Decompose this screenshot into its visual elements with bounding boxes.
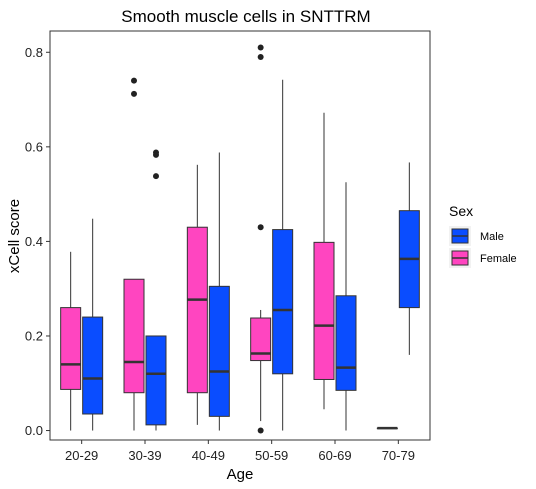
box-body xyxy=(145,335,167,426)
y-tick-label: 0.8 xyxy=(25,45,43,60)
outlier-point xyxy=(257,44,264,51)
box-body xyxy=(335,295,357,391)
outlier-point xyxy=(153,173,159,180)
box-female-70-79 xyxy=(376,426,398,430)
outlier-point xyxy=(257,224,264,231)
x-tick-label: 30-39 xyxy=(128,448,161,463)
plot-marks xyxy=(60,44,420,434)
box-body xyxy=(208,285,230,417)
box-body xyxy=(250,317,272,362)
x-tick-label: 50-59 xyxy=(255,448,288,463)
box-female-40-49 xyxy=(186,164,208,425)
legend: Sex Male Female xyxy=(449,203,517,268)
outlier-point xyxy=(257,54,264,61)
box-body xyxy=(186,226,208,394)
y-axis-title: xCell score xyxy=(6,199,23,273)
box-male-30-39 xyxy=(145,149,167,431)
box-male-20-29 xyxy=(82,218,104,431)
y-tick-label: 0.0 xyxy=(25,423,43,438)
y-tick-label: 0.4 xyxy=(25,234,43,249)
box-female-60-69 xyxy=(313,112,335,410)
legend-title: Sex xyxy=(449,203,473,219)
box-body xyxy=(123,278,145,394)
legend-label-male: Male xyxy=(480,231,504,243)
box-male-70-79 xyxy=(398,162,420,355)
outlier-point xyxy=(131,77,137,84)
x-axis-title: Age xyxy=(227,466,254,483)
box-male-40-49 xyxy=(208,152,230,431)
legend-label-female: Female xyxy=(480,253,517,265)
y-tick-label: 0.6 xyxy=(25,139,43,154)
x-tick-label: 60-69 xyxy=(318,448,351,463)
box-male-50-59 xyxy=(272,79,294,431)
outlier-point xyxy=(131,90,137,97)
outlier-point xyxy=(257,427,264,434)
box-female-50-59 xyxy=(250,44,272,434)
x-tick-label: 40-49 xyxy=(192,448,225,463)
box-male-60-69 xyxy=(335,182,357,431)
box-body xyxy=(82,316,104,415)
y-tick-label: 0.2 xyxy=(25,328,43,343)
y-axis: 0.0 0.2 0.4 0.6 0.8 xyxy=(25,45,50,438)
box-female-30-39 xyxy=(123,77,145,431)
box-female-20-29 xyxy=(60,251,82,431)
x-tick-label: 20-29 xyxy=(65,448,98,463)
plot-panel xyxy=(49,30,431,441)
box-body xyxy=(313,241,335,380)
box-body xyxy=(272,229,294,375)
outlier-point xyxy=(153,151,159,158)
box-body xyxy=(60,307,82,390)
x-tick-label: 70-79 xyxy=(382,448,415,463)
x-axis: 20-29 30-39 40-49 50-59 60-69 70-79 xyxy=(65,440,415,463)
chart-title: Smooth muscle cells in SNTTRM xyxy=(121,7,370,26)
